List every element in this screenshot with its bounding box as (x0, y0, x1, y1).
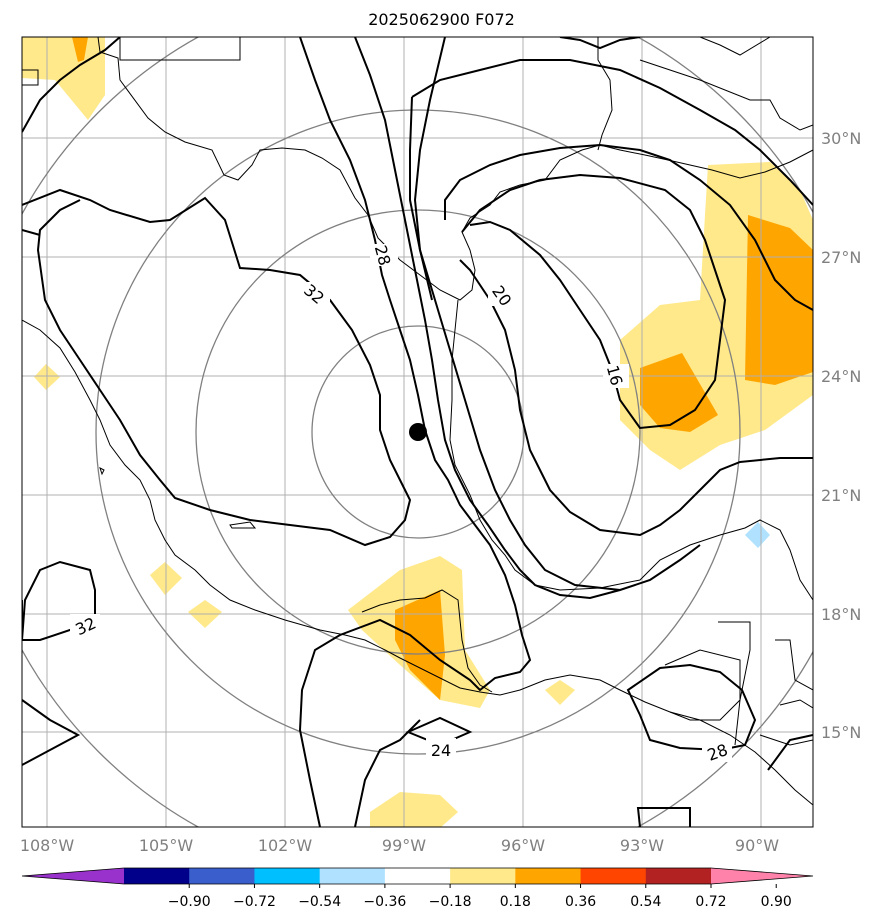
lat-label: 18°N (821, 605, 861, 624)
colorbar-tick-label: 0.90 (761, 894, 792, 910)
colorbar-tick-label: 0.18 (500, 894, 531, 910)
coastlines (22, 37, 813, 806)
colorbar-segment (580, 868, 647, 884)
lat-label: 27°N (821, 248, 861, 267)
colorbar-segment (384, 868, 451, 884)
map-frame (21, 36, 814, 828)
lon-label: 99°W (382, 836, 426, 855)
colorbar-extend-min (22, 868, 124, 884)
contour-label-16: 16 (603, 363, 627, 388)
lat-label: 24°N (821, 367, 861, 386)
range-rings (22, 37, 813, 827)
colorbar-segment (189, 868, 255, 884)
lat-label: 30°N (821, 129, 861, 148)
colorbar-tick-label: 0.36 (565, 894, 596, 910)
colorbar-segment (254, 868, 321, 884)
lat-label: 15°N (821, 723, 861, 742)
contour-label-28: 28 (371, 243, 395, 268)
contour-label-24: 24 (431, 741, 451, 760)
colorbar-tick-label: 0.54 (630, 894, 661, 910)
contour-labels: 32 28 20 16 32 24 28 (70, 243, 732, 765)
map-panel: 32 28 20 16 32 24 28 (22, 37, 813, 827)
colorbar-tick-label: 0.72 (695, 894, 726, 910)
lon-labels: 108°W 105°W 102°W 99°W 96°W 93°W 90°W (20, 836, 779, 855)
lon-label: 108°W (20, 836, 75, 855)
colorbar (21, 867, 814, 885)
colorbar-ticks: −0.90 −0.72 −0.54 −0.36 −0.18 0.18 0.36 0.54 0.7… (168, 884, 792, 910)
colorbar-outline (21, 867, 814, 885)
colorbar-tick-label: −0.18 (429, 894, 472, 910)
storm-center-marker (409, 423, 427, 441)
colorbar-segment (645, 868, 712, 884)
lon-label: 93°W (620, 836, 664, 855)
colorbar-tick-label: −0.90 (168, 894, 211, 910)
colorbar-segment (319, 868, 386, 884)
graticule (22, 37, 813, 827)
colorbar-extend-max (711, 868, 813, 884)
lon-label: 105°W (139, 836, 194, 855)
colorbar-tick-label: −0.72 (233, 894, 276, 910)
lat-labels: 30°N 27°N 24°N 21°N 18°N 15°N (821, 129, 861, 742)
colorbar-tick-label: −0.54 (298, 894, 341, 910)
lon-label: 102°W (258, 836, 313, 855)
lon-label: 90°W (735, 836, 779, 855)
colorbar-tick-label: −0.36 (363, 894, 406, 910)
colorbar-segment (450, 868, 516, 884)
colorbar-segment (515, 868, 582, 884)
map-title: 2025062900 F072 (368, 10, 515, 29)
colorbar-segment (124, 868, 190, 884)
lat-label: 21°N (821, 486, 861, 505)
lon-label: 96°W (501, 836, 545, 855)
